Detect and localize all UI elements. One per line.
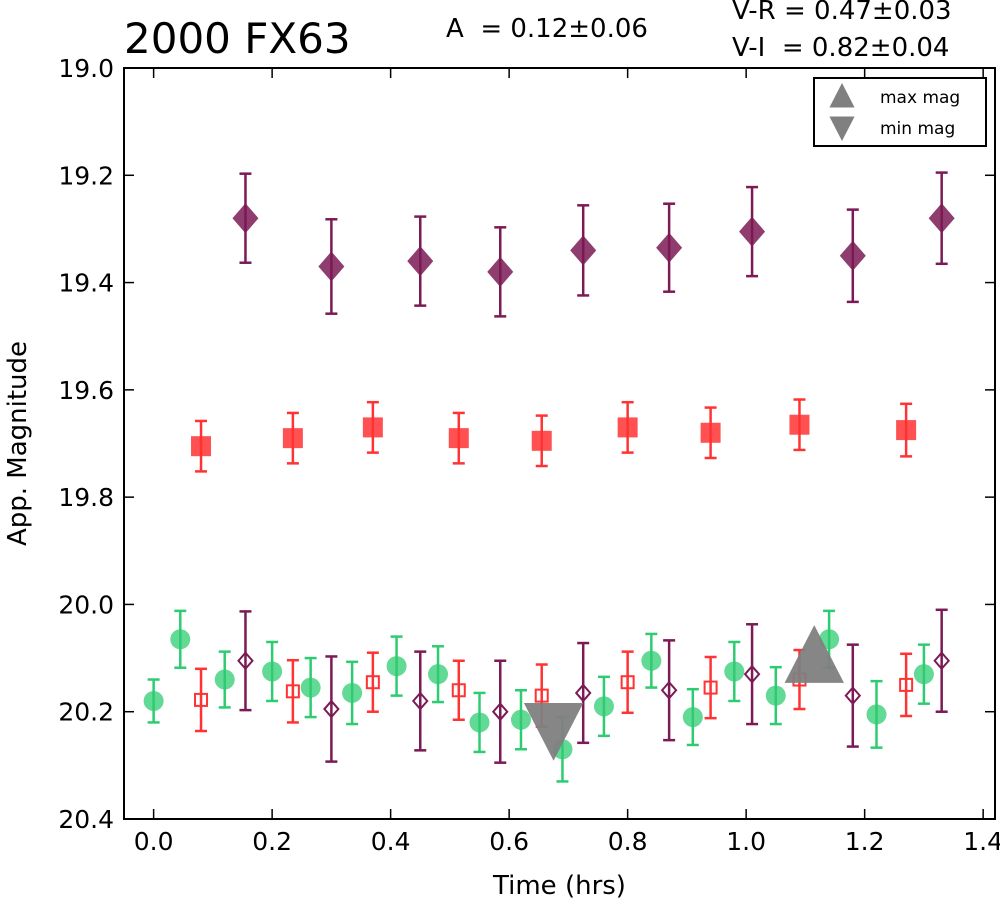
data-point-r-shifted (534, 688, 549, 703)
data-point-r-shifted (899, 677, 914, 692)
data-point-v (170, 629, 191, 650)
data-point-r (531, 430, 552, 451)
data-point-i-shifted (411, 691, 429, 711)
data-point-r (700, 422, 721, 443)
data-point-i (487, 256, 514, 287)
amplitude-label: A = 0.12±0.06 (446, 14, 648, 44)
data-point-v (214, 669, 235, 690)
data-point-i (232, 203, 259, 234)
data-point-i-shifted (574, 683, 592, 703)
y-tick-label: 20.2 (58, 698, 114, 727)
x-tick-label: 0.4 (371, 827, 411, 856)
data-point-v (866, 704, 887, 725)
data-point-v (510, 709, 531, 730)
plot-layer (143, 171, 955, 783)
data-point-i-shifted (844, 686, 862, 706)
data-point-v (913, 664, 934, 685)
data-point-r-shifted (365, 675, 380, 690)
x-tick-label: 1.4 (963, 827, 1000, 856)
data-point-v (428, 664, 449, 685)
y-tick-label: 20.0 (58, 590, 114, 619)
data-point-r (896, 420, 917, 441)
data-point-v (765, 685, 786, 706)
data-point-i-shifted (660, 680, 678, 700)
legend-max-mag-label: max mag (880, 88, 960, 108)
data-point-v (386, 656, 407, 677)
legend-max-mag-marker (829, 83, 855, 108)
data-point-v (593, 696, 614, 717)
legend: max mag min mag (813, 77, 987, 147)
data-point-i (318, 251, 345, 282)
data-point-v (143, 690, 164, 711)
data-point-i (656, 232, 683, 263)
data-point-i (407, 246, 434, 277)
data-point-r (789, 414, 810, 435)
data-point-r (617, 417, 638, 438)
x-tick-label: 0.0 (134, 827, 174, 856)
data-point-i (839, 240, 866, 271)
data-point-r-shifted (285, 684, 300, 699)
data-point-i-shifted (933, 651, 951, 671)
y-axis-label: App. Magnitude (3, 341, 33, 546)
x-tick-label: 0.2 (252, 827, 292, 856)
y-tick-label: 19.4 (58, 269, 114, 298)
y-tick-label: 19.6 (58, 376, 114, 405)
data-point-r (448, 428, 469, 449)
data-point-r-shifted (703, 680, 718, 695)
x-tick-label: 0.8 (608, 827, 648, 856)
data-point-r-shifted (194, 692, 209, 707)
data-point-v (724, 661, 745, 682)
tick-layer: 0.0 0.2 0.4 0.6 0.8 1.0 1.2 1.4 19.0 19.2 19.4 19.6… (58, 54, 1000, 856)
data-point-r (282, 428, 303, 449)
color-vi-label: V-I = 0.82±0.04 (732, 33, 950, 63)
legend-min-mag-label: min mag (880, 119, 955, 139)
min-mag-marker (523, 703, 584, 761)
data-point-r (362, 417, 383, 438)
plot-frame (123, 67, 996, 820)
max-mag-marker (784, 625, 844, 683)
data-point-i (739, 216, 766, 247)
y-tick-label: 20.4 (58, 805, 114, 834)
data-point-i (928, 203, 955, 234)
data-point-r-shifted (620, 675, 635, 690)
data-point-i-shifted (743, 664, 761, 684)
legend-min-mag-marker (829, 116, 855, 141)
data-point-v (641, 650, 662, 671)
data-point-r (191, 436, 212, 457)
data-point-i (570, 235, 597, 266)
x-axis-label: Time (hrs) (492, 871, 626, 901)
data-point-r-shifted (451, 683, 466, 698)
data-point-i-shifted (491, 702, 509, 722)
data-point-v (262, 661, 283, 682)
color-vr-label: V-R = 0.47±0.03 (732, 0, 952, 26)
data-point-v (682, 707, 703, 728)
data-point-v (300, 677, 321, 698)
chart-title: 2000 FX63 (124, 14, 351, 63)
y-tick-label: 19.0 (58, 54, 114, 83)
data-point-i-shifted (237, 651, 254, 671)
y-tick-label: 19.2 (58, 161, 114, 190)
data-point-v (469, 712, 490, 733)
x-tick-label: 1.2 (845, 827, 885, 856)
x-tick-label: 1.0 (726, 827, 766, 856)
data-point-i-shifted (323, 699, 340, 719)
data-point-v (342, 682, 363, 703)
y-tick-label: 19.8 (58, 483, 114, 512)
x-tick-label: 0.6 (489, 827, 529, 856)
